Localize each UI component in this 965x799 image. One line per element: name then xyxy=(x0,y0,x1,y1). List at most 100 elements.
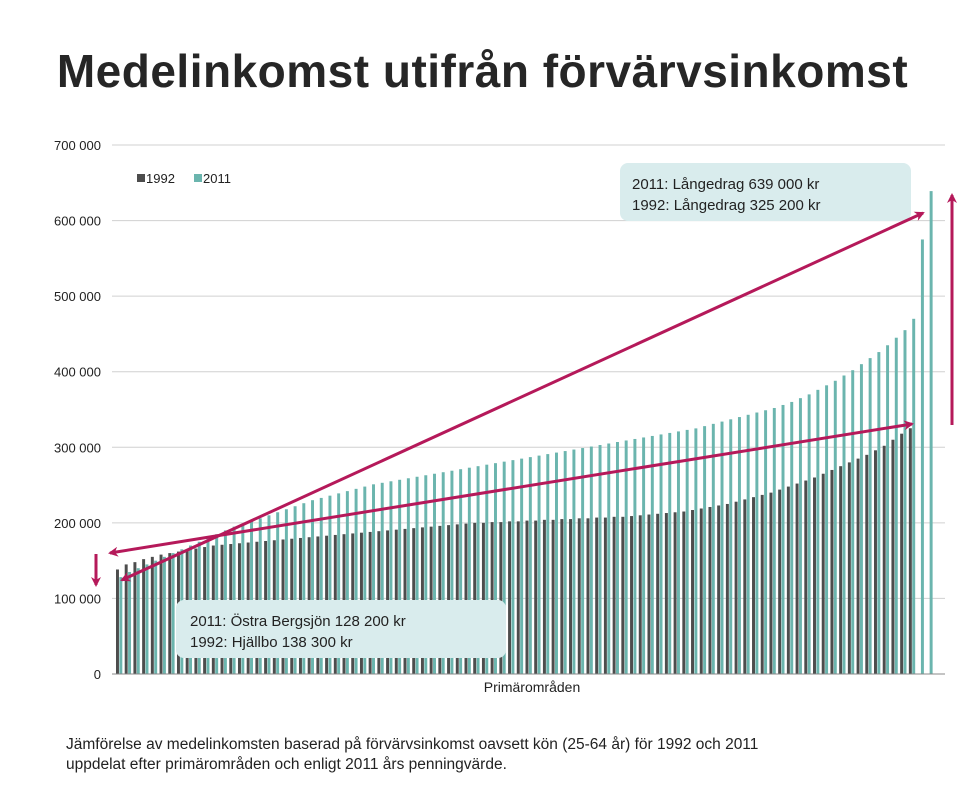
bar-1992 xyxy=(621,516,625,674)
caption-line-1: Jämförelse av medelinkomsten baserad på … xyxy=(66,736,759,753)
bar-1992 xyxy=(664,513,668,674)
bar-2011 xyxy=(877,352,881,674)
bar-1992 xyxy=(673,512,677,674)
bar-2011 xyxy=(912,318,916,674)
bar-2011 xyxy=(162,556,166,674)
bar-1992 xyxy=(699,508,703,674)
bar-2011 xyxy=(825,385,829,674)
legend-label-1992: 1992 xyxy=(146,171,175,186)
bar-2011 xyxy=(842,375,846,674)
bar-2011 xyxy=(920,239,924,674)
legend: 1992 2011 xyxy=(137,171,231,186)
bar-1992 xyxy=(438,525,442,674)
bar-1992 xyxy=(682,511,686,674)
y-tick-label: 700 000 xyxy=(54,138,101,153)
bar-2011 xyxy=(624,440,628,674)
bar-2011 xyxy=(764,410,768,674)
bar-1992 xyxy=(473,522,477,674)
bar-1992 xyxy=(647,514,651,674)
bar-2011 xyxy=(528,457,532,674)
bar-1992 xyxy=(560,519,564,674)
bar-1992 xyxy=(691,510,694,674)
bar-1992 xyxy=(542,519,546,674)
x-axis-label: Primärområden xyxy=(484,679,580,695)
bar-1992 xyxy=(882,445,886,674)
page-title: Medelinkomst utifrån förvärvsinkomst xyxy=(56,45,909,97)
bar-2011 xyxy=(241,524,245,674)
bar-1992 xyxy=(516,521,520,674)
bar-1992 xyxy=(847,462,851,674)
annotation-box-low-bg xyxy=(176,600,506,658)
y-tick-label: 600 000 xyxy=(54,214,101,229)
bar-2011 xyxy=(563,451,567,674)
bar-2011 xyxy=(572,449,576,674)
bar-2011 xyxy=(154,560,158,674)
bar-2011 xyxy=(694,428,698,674)
bar-2011 xyxy=(128,571,132,674)
annotation-high-line1: 2011: Långedrag 639 000 kr xyxy=(632,176,819,193)
bar-2011 xyxy=(903,330,907,674)
bar-2011 xyxy=(328,495,332,674)
bar-2011 xyxy=(746,414,750,674)
bar-1992 xyxy=(839,466,843,674)
bar-2011 xyxy=(337,493,341,674)
bar-2011 xyxy=(668,432,672,674)
bar-2011 xyxy=(720,421,724,674)
bar-2011 xyxy=(650,435,654,674)
legend-swatch-2011 xyxy=(194,174,202,182)
bar-1992 xyxy=(638,515,642,674)
bar-1992 xyxy=(813,477,816,674)
bar-2011 xyxy=(729,419,733,674)
bar-2011 xyxy=(894,337,898,674)
bar-2011 xyxy=(703,426,707,674)
bar-2011 xyxy=(581,448,585,674)
bar-1992 xyxy=(577,518,581,674)
income-chart: 0 100 000 200 000 300 000 400 000 500 000 600 … xyxy=(54,138,957,695)
bar-1992 xyxy=(490,522,494,674)
bar-2011 xyxy=(354,488,358,674)
bar-1992 xyxy=(116,569,119,674)
bar-1992 xyxy=(630,516,634,674)
bar-2011 xyxy=(772,407,776,674)
bar-2011 xyxy=(598,445,602,674)
bar-2011 xyxy=(250,521,254,674)
bar-1992 xyxy=(612,516,616,674)
bar-1992 xyxy=(778,489,782,674)
trend-arrow-1992 xyxy=(108,420,914,557)
bar-2011 xyxy=(676,431,680,674)
bar-2011 xyxy=(737,417,741,674)
bar-2011 xyxy=(511,460,515,674)
bar-1992 xyxy=(734,501,738,674)
bar-2011 xyxy=(119,577,123,674)
bar-2011 xyxy=(293,506,297,674)
bar-1992 xyxy=(569,519,573,674)
bar-2011 xyxy=(859,364,863,674)
bar-2011 xyxy=(816,389,820,674)
bar-2011 xyxy=(311,500,314,674)
bar-1992 xyxy=(856,458,860,674)
bar-2011 xyxy=(711,423,715,674)
annotation-box-low: 2011: Östra Bergsjön 128 200 kr 1992: Hj… xyxy=(176,600,506,658)
bar-2011 xyxy=(276,512,280,674)
bar-1992 xyxy=(586,518,590,674)
bar-1992 xyxy=(603,517,607,674)
bar-2011 xyxy=(755,412,759,674)
bar-2011 xyxy=(868,358,872,674)
y-axis-ticks: 0 100 000 200 000 300 000 400 000 500 000 600 … xyxy=(54,138,101,682)
bar-1992 xyxy=(159,554,163,674)
bar-2011 xyxy=(607,443,611,674)
bar-1992 xyxy=(656,513,660,674)
annotation-box-high: 2011: Långedrag 639 000 kr 1992: Långedr… xyxy=(620,163,911,221)
bar-1992 xyxy=(865,454,869,674)
bar-1992 xyxy=(717,505,721,674)
bar-2011 xyxy=(851,370,855,674)
bar-1992 xyxy=(743,499,747,674)
bar-2011 xyxy=(267,515,271,674)
bar-1992 xyxy=(821,473,825,674)
bar-1992 xyxy=(760,494,764,674)
bar-2011 xyxy=(537,455,541,674)
bar-2011 xyxy=(145,564,149,674)
bar-2011 xyxy=(798,398,802,674)
bar-2011 xyxy=(833,380,837,674)
bar-1992 xyxy=(481,522,485,674)
